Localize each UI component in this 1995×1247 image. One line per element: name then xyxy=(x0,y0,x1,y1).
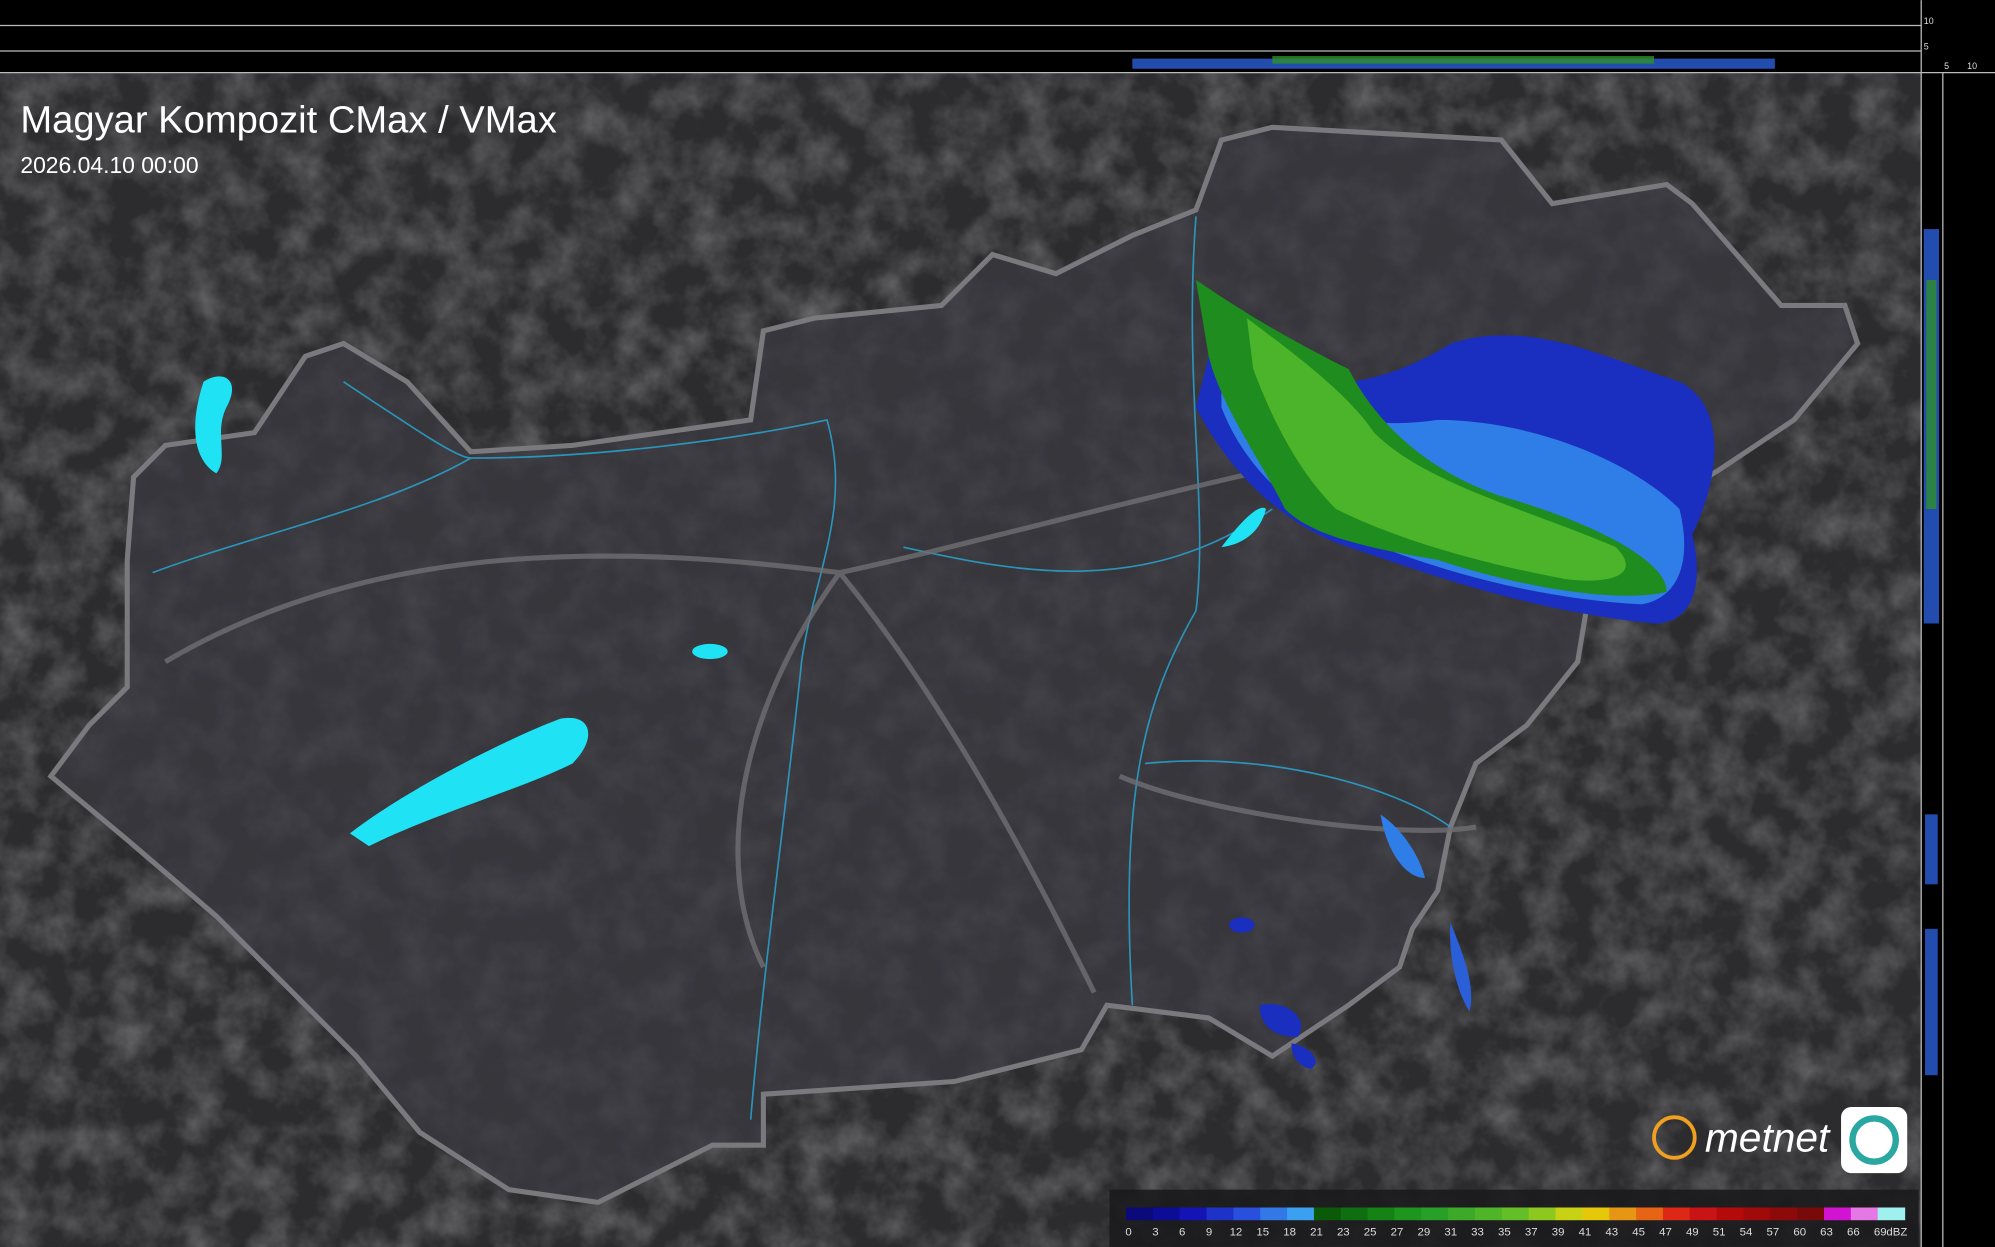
legend-label: 41 xyxy=(1579,1226,1592,1238)
legend-label: 35 xyxy=(1498,1226,1511,1238)
legend-swatch xyxy=(1850,1207,1879,1221)
legend-label: 39 xyxy=(1552,1226,1565,1238)
legend-swatch xyxy=(1260,1207,1288,1221)
legend-swatch xyxy=(1582,1207,1610,1221)
profile-axis-label: 10 xyxy=(1924,16,1934,26)
legend-label: 49 xyxy=(1686,1226,1699,1238)
legend-label: 54 xyxy=(1740,1226,1753,1238)
profile-axis-label: 5 xyxy=(1924,42,1929,52)
legend-swatch xyxy=(1689,1207,1718,1221)
legend-swatch xyxy=(1824,1207,1852,1221)
legend-swatch xyxy=(1287,1207,1315,1221)
legend-swatch xyxy=(1126,1207,1154,1221)
profile-echo xyxy=(1272,56,1655,64)
legend-label: 29 xyxy=(1417,1226,1430,1238)
legend-unit: dBZ xyxy=(1886,1226,1907,1238)
legend-label: 51 xyxy=(1713,1226,1726,1238)
legend-label: 63 xyxy=(1820,1226,1833,1238)
legend-swatch xyxy=(1313,1207,1342,1221)
legend-label: 47 xyxy=(1659,1226,1672,1238)
legend-label: 25 xyxy=(1364,1226,1377,1238)
legend-swatch xyxy=(1501,1207,1530,1221)
profile-echo xyxy=(1925,928,1938,1076)
legend-label: 43 xyxy=(1605,1226,1618,1238)
precipitation xyxy=(1195,279,1715,1069)
legend-swatch xyxy=(1609,1207,1637,1221)
timestamp: 2026.04.10 00:00 xyxy=(20,152,198,178)
legend-swatch xyxy=(1206,1207,1235,1221)
logo: metnet xyxy=(1652,1106,1908,1174)
legend-swatch xyxy=(1475,1207,1503,1221)
legend-label: 27 xyxy=(1391,1226,1404,1238)
profile-echo xyxy=(1926,279,1937,509)
legend-swatch xyxy=(1770,1207,1798,1221)
profile-axis-label: 5 xyxy=(1944,61,1949,71)
legend-label: 45 xyxy=(1632,1226,1645,1238)
legend-swatch xyxy=(1448,1207,1476,1221)
legend-label: 69 xyxy=(1874,1226,1887,1238)
legend-swatch xyxy=(1179,1207,1208,1221)
legend-label: 66 xyxy=(1847,1226,1860,1238)
lakes xyxy=(195,376,1266,847)
legend-swatch xyxy=(1636,1207,1664,1221)
legend-swatch xyxy=(1662,1207,1691,1221)
legend-swatch xyxy=(1797,1207,1825,1221)
legend-label: 3 xyxy=(1152,1226,1158,1238)
logo-text: metnet xyxy=(1705,1115,1831,1161)
legend-label: 6 xyxy=(1179,1226,1185,1238)
legend-label: 31 xyxy=(1444,1226,1457,1238)
profile-axis-label: 10 xyxy=(1967,61,1977,71)
legend-label: 33 xyxy=(1471,1226,1484,1238)
legend-swatch xyxy=(1528,1207,1557,1221)
legend-label: 0 xyxy=(1125,1226,1131,1238)
rivers xyxy=(152,216,1451,1120)
legend-label: 15 xyxy=(1256,1226,1269,1238)
legend-swatch xyxy=(1421,1207,1449,1221)
legend-label: 9 xyxy=(1206,1226,1212,1238)
map-title: Magyar Kompozit CMax / VMax xyxy=(20,98,556,141)
legend-label: 18 xyxy=(1283,1226,1296,1238)
legend-label: 12 xyxy=(1230,1226,1243,1238)
legend-label: 21 xyxy=(1310,1226,1323,1238)
legend-label: 57 xyxy=(1766,1226,1779,1238)
legend-swatch xyxy=(1555,1207,1584,1221)
legend-label: 60 xyxy=(1793,1226,1806,1238)
legend-swatch xyxy=(1340,1207,1369,1221)
legend-swatch xyxy=(1716,1207,1745,1221)
legend-label: 37 xyxy=(1525,1226,1538,1238)
legend-label: 23 xyxy=(1337,1226,1350,1238)
legend-swatch xyxy=(1743,1207,1771,1221)
legend-swatch xyxy=(1367,1207,1396,1221)
legend-swatch xyxy=(1152,1207,1181,1221)
legend-swatch xyxy=(1233,1207,1261,1221)
legend-swatch xyxy=(1394,1207,1422,1221)
profile-echo xyxy=(1925,814,1938,885)
legend-swatch xyxy=(1877,1207,1906,1221)
